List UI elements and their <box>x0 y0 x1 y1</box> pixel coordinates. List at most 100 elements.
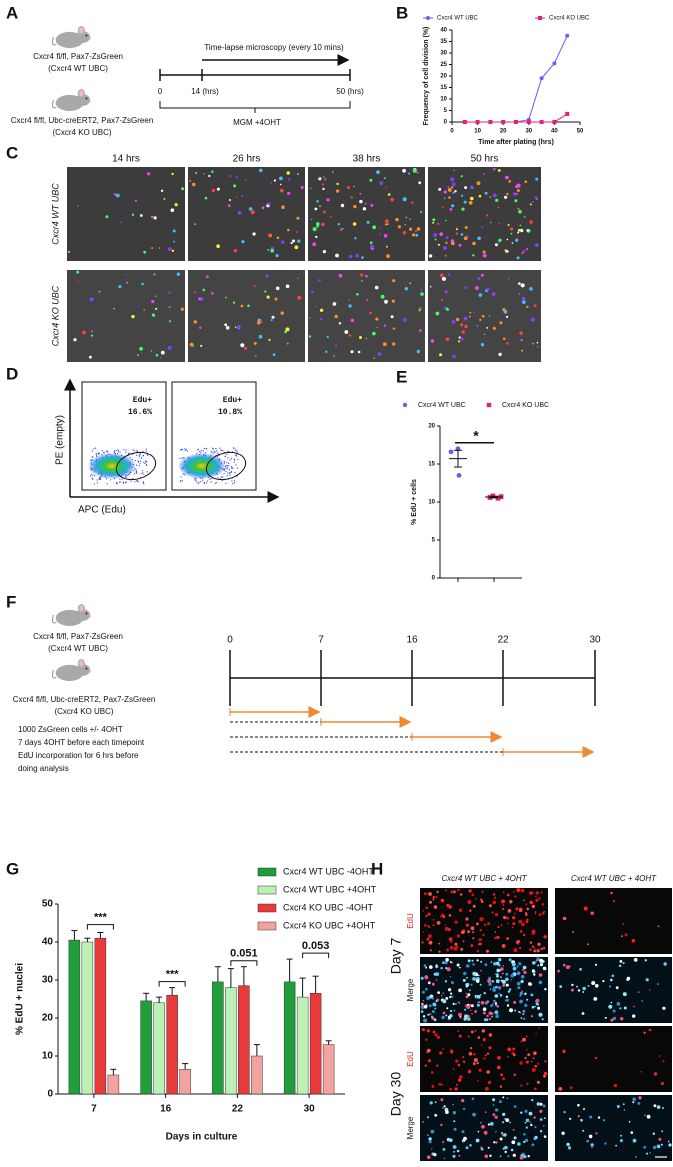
cell <box>376 326 378 329</box>
cell <box>520 1040 523 1043</box>
cell <box>494 994 499 998</box>
cell <box>506 238 509 241</box>
cell <box>445 1110 449 1114</box>
cell <box>535 1033 537 1035</box>
y-tick-label: 35 <box>440 39 447 45</box>
cell <box>489 1122 494 1126</box>
cell <box>591 1146 593 1149</box>
cell <box>353 204 357 209</box>
cell <box>512 1053 516 1057</box>
cell <box>530 1015 534 1018</box>
cell <box>619 960 623 963</box>
cell <box>543 1071 548 1076</box>
cell <box>458 988 462 993</box>
cell <box>535 891 539 895</box>
cell <box>524 1121 527 1124</box>
event <box>123 449 125 451</box>
cell <box>382 342 387 347</box>
marker <box>501 120 506 124</box>
cell <box>422 910 425 912</box>
cell <box>615 986 619 990</box>
cell <box>440 898 445 903</box>
cell <box>529 941 533 944</box>
cell <box>572 930 575 933</box>
cell <box>518 293 520 295</box>
cell <box>492 1113 496 1117</box>
legend-entry: Cxcr4 KO UBC <box>549 16 590 22</box>
cell <box>419 307 422 310</box>
cell <box>348 299 351 301</box>
significance-bracket <box>158 981 186 987</box>
cell <box>322 250 326 254</box>
cell <box>492 893 496 896</box>
micrograph <box>188 270 305 362</box>
cell <box>114 193 117 196</box>
cell <box>430 1129 435 1134</box>
y-tick-label: 40 <box>42 937 54 948</box>
y-tick-label: 30 <box>42 975 54 986</box>
micrograph <box>555 1026 672 1092</box>
cell <box>542 946 546 950</box>
cell <box>247 304 250 308</box>
cell <box>296 231 298 233</box>
marker <box>462 120 467 124</box>
cell <box>468 200 473 205</box>
cell <box>390 315 394 319</box>
cell <box>502 983 506 987</box>
cell <box>211 188 216 193</box>
cell <box>440 994 443 997</box>
cell <box>233 249 238 253</box>
cell <box>208 174 211 178</box>
cell <box>505 972 509 976</box>
event <box>199 451 201 453</box>
cell <box>502 907 505 911</box>
cell <box>532 201 534 203</box>
cell <box>534 911 537 913</box>
cell <box>429 965 433 969</box>
y-tick-label: 20 <box>440 74 447 80</box>
cell <box>435 896 438 899</box>
cell <box>506 893 510 897</box>
event <box>96 482 98 484</box>
cell <box>437 243 440 246</box>
cell <box>404 287 408 291</box>
event <box>138 456 141 458</box>
cell <box>520 1017 523 1019</box>
cell <box>404 223 407 226</box>
cell <box>474 1029 477 1032</box>
cell <box>383 234 388 238</box>
event <box>223 473 225 475</box>
cell <box>493 896 496 899</box>
error-bar <box>71 930 78 941</box>
cell <box>492 999 496 1003</box>
event <box>133 450 136 452</box>
event <box>136 450 138 453</box>
cell <box>532 342 534 345</box>
cell <box>158 247 161 249</box>
cell <box>463 971 467 976</box>
cell <box>472 1112 476 1117</box>
cell <box>537 964 540 967</box>
cell <box>460 323 464 327</box>
protocol-note: 7 days 4OHT before each timepoint <box>18 738 145 747</box>
cell <box>507 909 512 913</box>
cell <box>502 1112 506 1116</box>
cell <box>531 1099 534 1102</box>
significance-label: 0.051 <box>230 948 258 960</box>
cell <box>81 314 84 316</box>
cell <box>409 227 413 231</box>
cell <box>471 1013 473 1015</box>
cell <box>638 1096 642 1100</box>
cell <box>451 320 456 324</box>
bar <box>140 1000 152 1095</box>
cell <box>500 967 504 971</box>
mouse-icon <box>52 25 92 49</box>
cell <box>340 203 345 208</box>
cell <box>507 224 510 226</box>
event <box>212 448 214 450</box>
event <box>232 467 234 469</box>
cell <box>385 186 388 188</box>
cell <box>512 1128 515 1131</box>
cell <box>510 227 514 231</box>
cell <box>529 891 533 895</box>
